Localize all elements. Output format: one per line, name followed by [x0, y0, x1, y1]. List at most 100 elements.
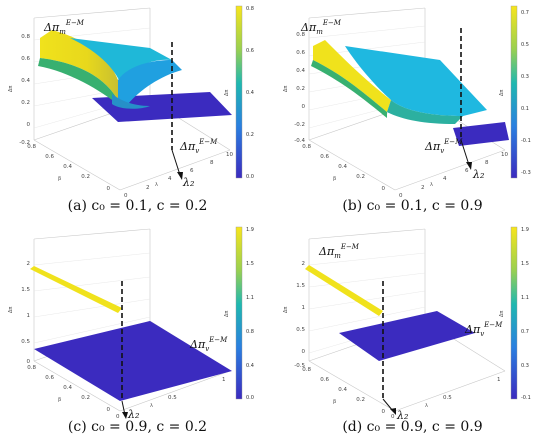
svg-text:0.6: 0.6: [296, 50, 305, 56]
svg-text:0.8: 0.8: [302, 367, 311, 373]
svg-text:0.5: 0.5: [443, 395, 452, 401]
svg-text:0: 0: [27, 122, 31, 128]
svg-text:-0.5: -0.5: [294, 363, 305, 369]
svg-text:0.2: 0.2: [246, 132, 254, 138]
panel-d: 2 1.5 1 0.5 0 -0.5 Δπ 0.8 0.6 0.4 0.2 0 …: [275, 221, 550, 441]
svg-text:0.3: 0.3: [521, 363, 529, 369]
svg-text:0.5: 0.5: [296, 327, 305, 333]
svg-text:0.2: 0.2: [356, 397, 365, 403]
svg-text:0.2: 0.2: [21, 100, 30, 106]
svg-text:0.3: 0.3: [521, 74, 529, 80]
svg-text:0: 0: [382, 186, 386, 192]
panel-c-plot: 2 1.5 1 0.5 0 Δπ 0.8 0.6 0.4 0.2 0 β 0 0…: [8, 226, 254, 421]
svg-text:8: 8: [485, 160, 489, 166]
v-annotation: ΔπvE−M: [189, 336, 228, 353]
svg-text:1.5: 1.5: [21, 287, 30, 293]
svg-text:-0.2: -0.2: [294, 122, 305, 128]
m-annotation: ΔπmE−M: [43, 19, 85, 36]
svg-text:0.6: 0.6: [21, 56, 30, 62]
svg-text:1.1: 1.1: [246, 295, 254, 301]
svg-text:1: 1: [27, 313, 31, 319]
svg-text:β: β: [58, 397, 61, 403]
colorbar: [510, 226, 518, 400]
svg-text:-0.1: -0.1: [521, 138, 531, 144]
surface-v: [339, 311, 475, 361]
svg-text:2: 2: [421, 185, 425, 191]
svg-text:0.0: 0.0: [246, 395, 254, 401]
panel-c: 2 1.5 1 0.5 0 Δπ 0.8 0.6 0.4 0.2 0 β 0 0…: [0, 221, 275, 441]
svg-text:0.4: 0.4: [246, 363, 254, 369]
caption-c: (c) c₀ = 0.9, c = 0.2: [67, 419, 208, 435]
colorbar: [235, 226, 243, 400]
svg-text:0.0: 0.0: [246, 174, 254, 180]
svg-text:β: β: [333, 176, 336, 182]
svg-text:0: 0: [399, 193, 403, 199]
svg-text:1: 1: [497, 377, 501, 383]
surface-v: [34, 321, 232, 401]
svg-text:0.5: 0.5: [521, 42, 529, 48]
svg-text:0.8: 0.8: [246, 329, 254, 335]
svg-text:2: 2: [27, 261, 31, 267]
panel-b: 0.8 0.6 0.4 0.2 0 -0.2 -0.4 Δπ 0.8 0.6 0…: [275, 0, 550, 220]
svg-text:0.2: 0.2: [81, 174, 90, 180]
lambda2-label: λ₂: [127, 408, 139, 421]
svg-text:0: 0: [107, 186, 111, 192]
svg-text:0.4: 0.4: [63, 385, 72, 391]
svg-text:2: 2: [302, 261, 306, 267]
colorbar: [235, 5, 243, 179]
svg-text:Δπ: Δπ: [283, 86, 289, 92]
surface-m-ridge: [305, 265, 383, 316]
svg-text:0.6: 0.6: [246, 48, 254, 54]
svg-text:Δπ: Δπ: [224, 311, 230, 317]
svg-text:1.9: 1.9: [246, 227, 254, 233]
svg-text:0.8: 0.8: [27, 144, 36, 150]
v-annotation: ΔπvE−M: [464, 321, 503, 338]
surface-m-ridge: [30, 266, 122, 313]
svg-text:λ: λ: [150, 403, 153, 409]
svg-text:0: 0: [124, 193, 128, 199]
svg-text:-0.1: -0.1: [521, 395, 531, 401]
svg-text:-0.4: -0.4: [294, 138, 305, 144]
svg-text:Δπ: Δπ: [8, 307, 14, 313]
svg-text:0.2: 0.2: [356, 174, 365, 180]
svg-text:0.2: 0.2: [81, 395, 90, 401]
svg-text:0.6: 0.6: [45, 154, 54, 160]
svg-text:1.1: 1.1: [521, 295, 529, 301]
svg-text:λ: λ: [425, 403, 428, 409]
svg-text:Δπ: Δπ: [499, 90, 505, 96]
svg-text:0: 0: [107, 407, 111, 413]
svg-text:0.8: 0.8: [21, 34, 30, 40]
svg-text:0.8: 0.8: [246, 6, 254, 12]
svg-text:0.1: 0.1: [521, 106, 529, 112]
svg-text:1.5: 1.5: [246, 261, 254, 267]
panel-b-plot: 0.8 0.6 0.4 0.2 0 -0.2 -0.4 Δπ 0.8 0.6 0…: [283, 5, 531, 199]
svg-text:0.8: 0.8: [296, 32, 305, 38]
lambda2-arrow-icon: [177, 172, 183, 180]
colorbar: [510, 5, 518, 179]
svg-text:1: 1: [302, 305, 306, 311]
lambda-axis-label: λ: [155, 182, 158, 188]
svg-text:0.7: 0.7: [521, 10, 529, 16]
svg-text:4: 4: [443, 176, 447, 182]
caption-d: (d) c₀ = 0.9, c = 0.9: [342, 419, 483, 435]
svg-text:0.6: 0.6: [320, 154, 329, 160]
svg-text:λ: λ: [430, 182, 433, 188]
svg-text:0.4: 0.4: [338, 164, 347, 170]
svg-text:1: 1: [222, 377, 226, 383]
surface-m-ridge: [40, 30, 118, 100]
svg-text:0: 0: [116, 414, 120, 420]
lambda2-label: λ₂: [182, 176, 194, 189]
panel-d-plot: 2 1.5 1 0.5 0 -0.5 Δπ 0.8 0.6 0.4 0.2 0 …: [283, 226, 531, 421]
svg-text:0.4: 0.4: [63, 164, 72, 170]
svg-text:0.5: 0.5: [21, 339, 30, 345]
svg-text:0.4: 0.4: [338, 387, 347, 393]
v-annotation: ΔπvE−M: [179, 138, 218, 155]
lambda2-arrow-icon: [122, 412, 128, 419]
lambda2-label: λ₂: [472, 168, 484, 181]
lambda2-arrow-icon: [390, 408, 396, 415]
surface-m-ridge: [313, 40, 391, 112]
svg-text:0: 0: [382, 409, 386, 415]
svg-text:0.8: 0.8: [302, 144, 311, 150]
svg-text:0: 0: [391, 414, 395, 420]
svg-text:β: β: [333, 399, 336, 405]
